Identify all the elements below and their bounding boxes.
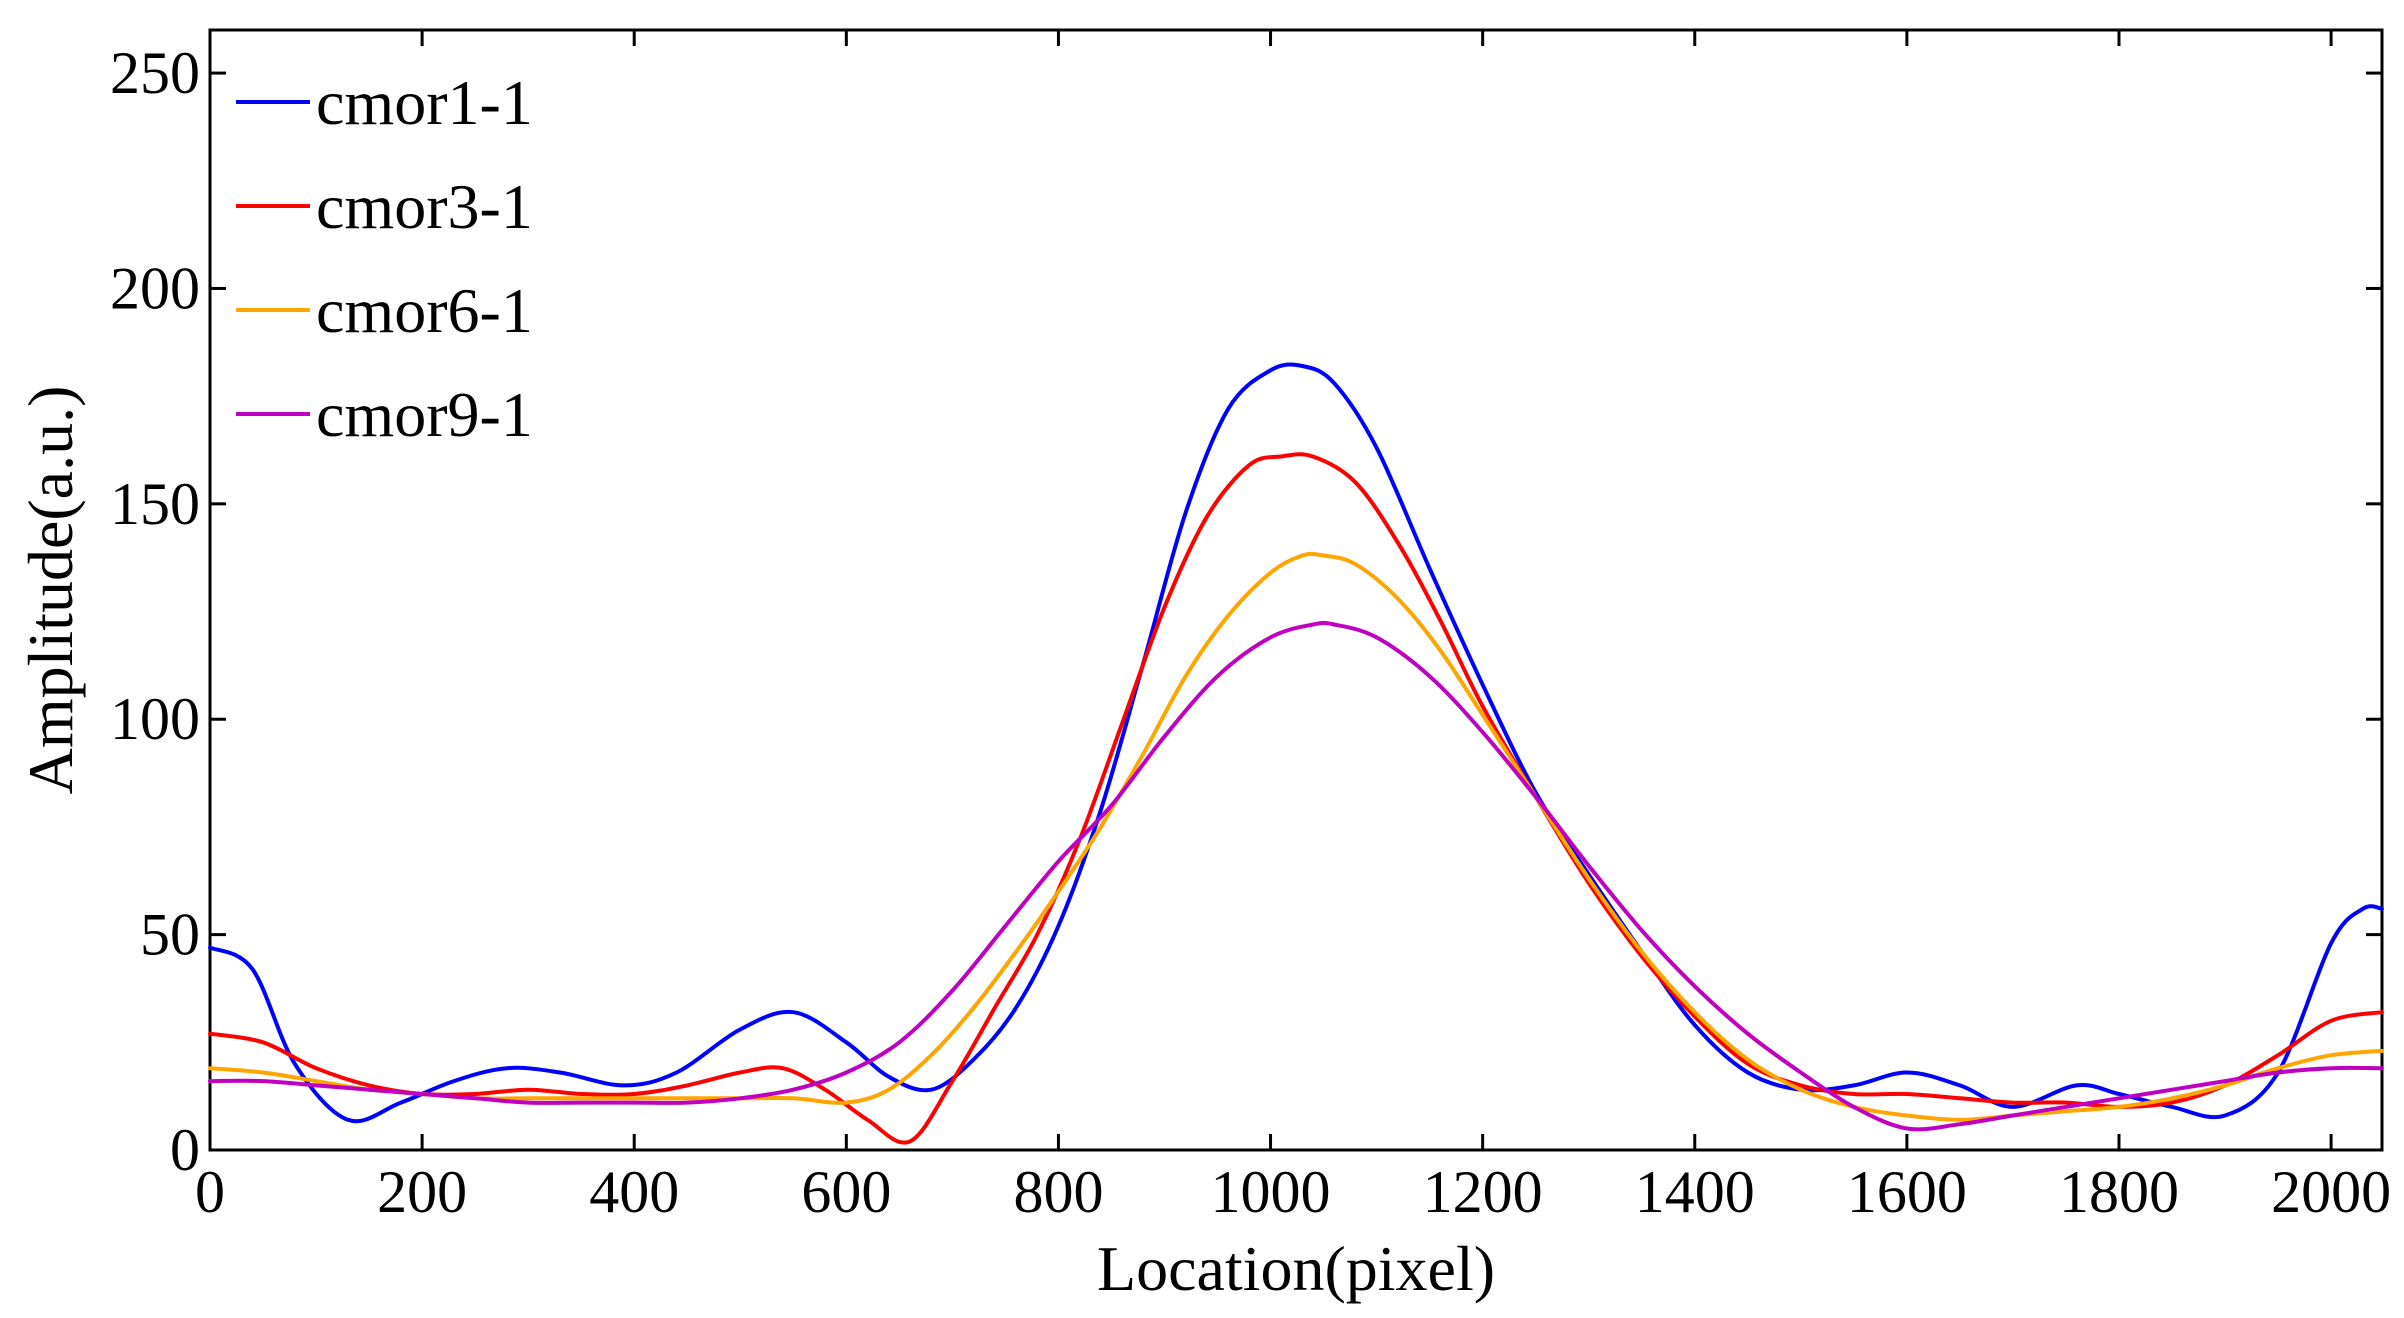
y-tick-label: 50 bbox=[140, 902, 200, 968]
legend-label-cmor3-1: cmor3-1 bbox=[316, 171, 533, 242]
legend-label-cmor1-1: cmor1-1 bbox=[316, 67, 533, 138]
x-axis-title: Location(pixel) bbox=[1097, 1233, 1495, 1304]
y-axis-ticks: 0 50 100 150 200 250 bbox=[110, 40, 2382, 1183]
x-tick-label: 800 bbox=[1013, 1159, 1103, 1225]
x-tick-label: 1800 bbox=[2059, 1159, 2179, 1225]
x-tick-label: 1400 bbox=[1635, 1159, 1755, 1225]
plot-frame bbox=[208, 28, 2384, 1152]
legend-label-cmor9-1: cmor9-1 bbox=[316, 379, 533, 450]
x-tick-label: 1600 bbox=[1847, 1159, 1967, 1225]
x-tick-label: 600 bbox=[801, 1159, 891, 1225]
series-line-cmor3-1 bbox=[208, 452, 2384, 1145]
y-tick-label: 200 bbox=[110, 255, 200, 321]
x-tick-label: 400 bbox=[589, 1159, 679, 1225]
series-line-cmor1-1 bbox=[208, 362, 2384, 1124]
x-tick-label: 1200 bbox=[1423, 1159, 1543, 1225]
x-axis-ticks: 0 200 400 600 800 1000 1200 1400 1600 1800 2000 bbox=[195, 30, 2391, 1225]
legend: cmor1-1 cmor3-1 cmor6-1 cmor9-1 bbox=[236, 67, 533, 450]
series-line-cmor6-1 bbox=[208, 551, 2384, 1122]
y-axis-title: Amplitude(a.u.) bbox=[15, 386, 86, 795]
y-tick-label: 100 bbox=[110, 686, 200, 752]
x-tick-label: 0 bbox=[195, 1159, 225, 1225]
series-layer bbox=[208, 362, 2384, 1145]
y-tick-label: 250 bbox=[110, 40, 200, 106]
y-tick-label: 150 bbox=[110, 471, 200, 537]
x-tick-label: 1000 bbox=[1211, 1159, 1331, 1225]
x-tick-label: 2000 bbox=[2271, 1159, 2391, 1225]
y-tick-label: 0 bbox=[170, 1117, 200, 1183]
legend-label-cmor6-1: cmor6-1 bbox=[316, 275, 533, 346]
series-line-cmor9-1 bbox=[208, 620, 2384, 1132]
x-tick-label: 200 bbox=[377, 1159, 467, 1225]
